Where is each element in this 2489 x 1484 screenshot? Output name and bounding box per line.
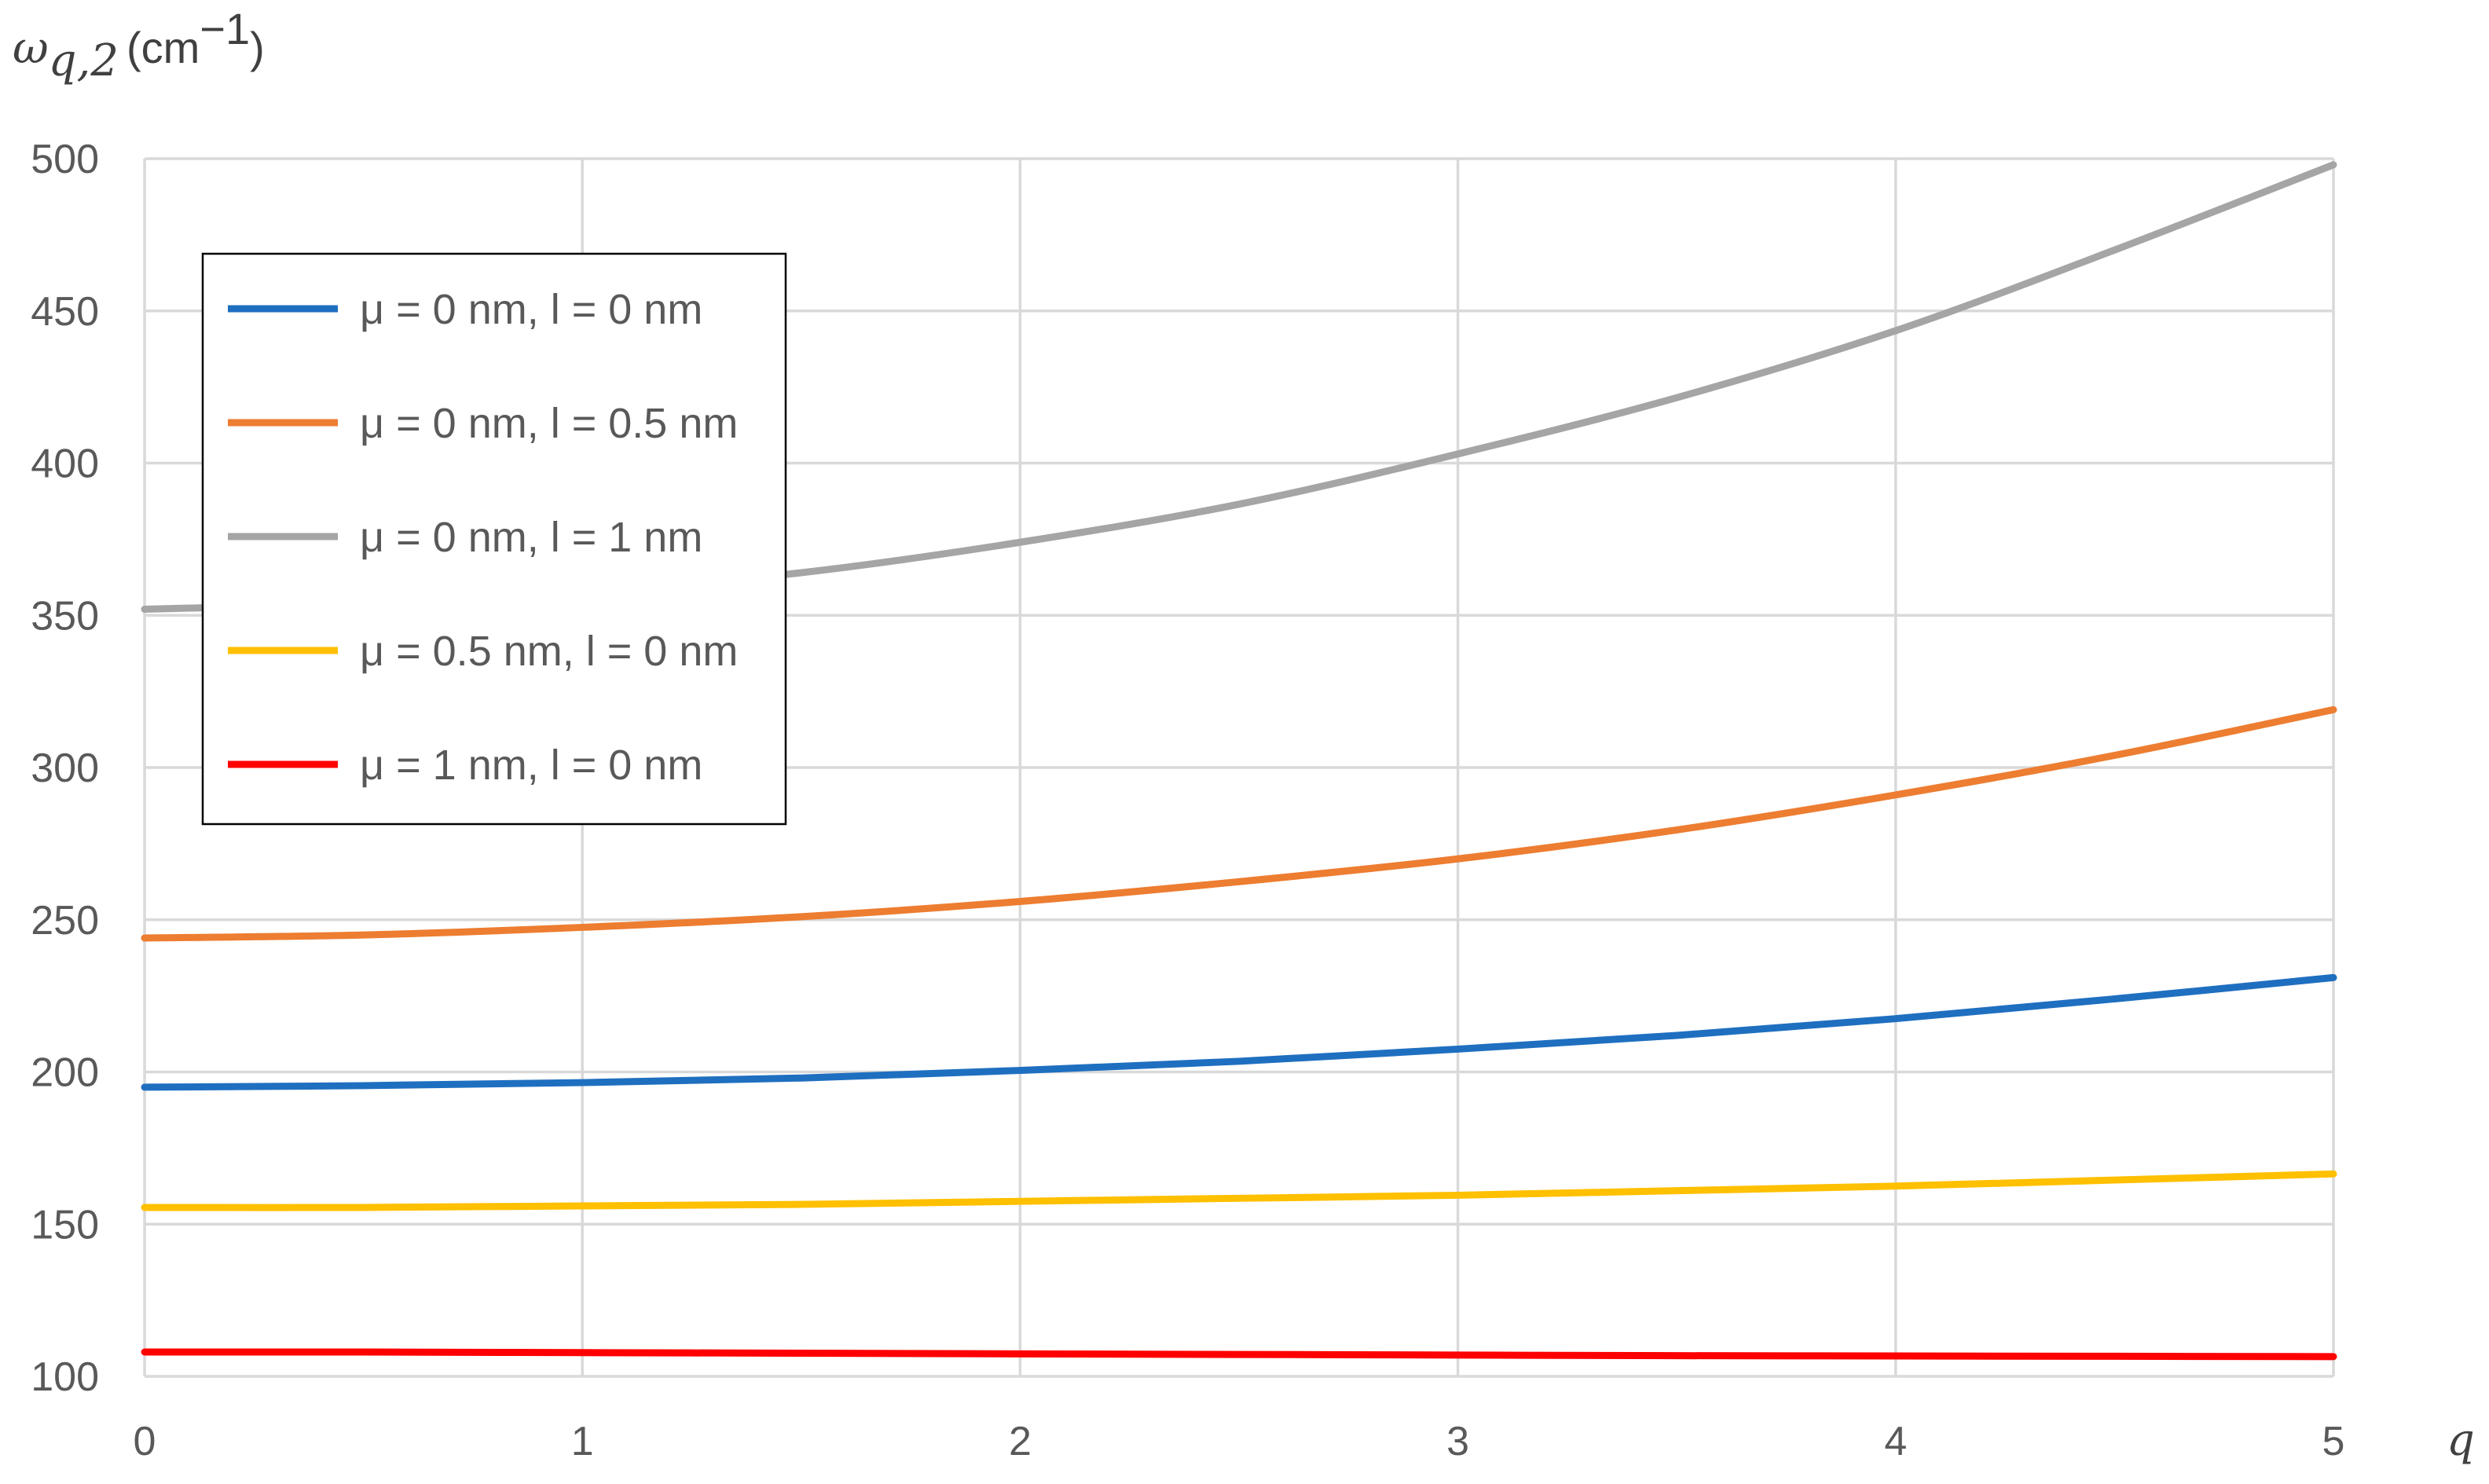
y-tick-label: 450 [31,289,99,335]
y-tick-label: 200 [31,1050,99,1096]
x-tick-label: 5 [2322,1419,2345,1464]
y-axis-label: ωq,2 (cm−1) [13,4,265,86]
legend-label-1: μ = 0 nm, l = 0.5 nm [360,400,738,447]
series-line-4 [141,1348,2337,1361]
y-tick-labels: 100 150 200 250 300 350 400 450 500 [31,137,99,1400]
legend: μ = 0 nm, l = 0 nm μ = 0 nm, l = 0.5 nm μ … [201,252,787,826]
x-tick-label: 2 [1009,1419,1032,1464]
series-line-0 [141,973,2337,1091]
series-line-3 [141,1170,2337,1211]
legend-label-3: μ = 0.5 nm, l = 0 nm [360,628,738,675]
y-tick-label: 300 [31,746,99,791]
y-tick-label: 100 [31,1354,99,1400]
legend-label-2: μ = 0 nm, l = 1 nm [360,514,702,561]
series-line-1 [141,705,2337,942]
x-tick-label: 0 [134,1419,156,1464]
legend-label-0: μ = 0 nm, l = 0 nm [360,286,702,333]
x-tick-labels: 0 1 2 3 4 5 [134,1419,2345,1464]
legend-label-4: μ = 1 nm, l = 0 nm [360,742,702,789]
y-tick-label: 250 [31,898,99,944]
series-lines [141,161,2337,1361]
y-tick-label: 150 [31,1202,99,1248]
x-axis-label: q [2447,1415,2475,1466]
x-tick-label: 3 [1446,1419,1469,1464]
x-tick-label: 4 [1884,1419,1907,1464]
y-tick-label: 350 [31,593,99,639]
y-tick-label: 400 [31,442,99,487]
y-tick-label: 500 [31,137,99,182]
x-tick-label: 1 [571,1419,594,1464]
